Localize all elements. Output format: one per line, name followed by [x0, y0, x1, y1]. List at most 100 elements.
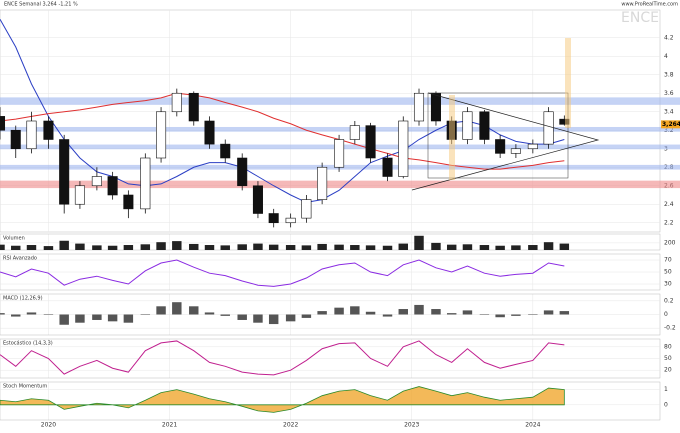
bar	[398, 243, 408, 250]
bar	[268, 244, 279, 250]
candle-body	[10, 129, 21, 150]
candle-body	[107, 176, 118, 196]
bar	[285, 245, 296, 250]
y-tick-label: 3.4	[664, 108, 674, 115]
bar	[382, 314, 393, 317]
bar	[365, 311, 376, 315]
y-tick-label: 2.4	[664, 201, 674, 208]
bar	[189, 243, 199, 250]
bar	[559, 243, 570, 250]
indicator-line	[0, 259, 565, 287]
bar	[123, 314, 134, 323]
bar	[446, 313, 457, 315]
candle-body	[220, 143, 231, 159]
panel-title: MACD (12,26,9)	[3, 296, 43, 302]
x-tick-label: 2021	[162, 422, 177, 429]
bar	[107, 314, 118, 322]
panel	[0, 381, 661, 421]
candle-body	[495, 139, 506, 154]
y-tick-label: 3.6	[664, 90, 674, 97]
panel	[0, 9, 661, 233]
bar	[317, 311, 327, 315]
bar	[220, 245, 230, 250]
candle-body	[43, 120, 54, 140]
bar	[59, 240, 69, 250]
candle-body	[0, 116, 6, 131]
bar	[26, 312, 37, 315]
candle-body	[188, 92, 199, 122]
moving-average	[0, 92, 565, 170]
candle-body	[59, 139, 70, 205]
bar	[334, 244, 344, 250]
candle-body	[430, 92, 441, 122]
bar	[543, 242, 554, 250]
candle-body	[26, 120, 37, 150]
y-tick-label: 4	[664, 53, 668, 60]
y-tick-label: 1	[664, 386, 668, 393]
x-tick-label: 2022	[283, 422, 298, 429]
y-tick-label: 0	[664, 401, 668, 408]
bar	[301, 314, 312, 318]
bar	[479, 245, 490, 250]
x-tick-label: 2020	[41, 422, 56, 429]
bar	[43, 314, 54, 315]
bar	[382, 245, 393, 250]
candle-body	[413, 92, 425, 122]
panel-title: Volumen	[3, 236, 25, 242]
bar	[350, 245, 360, 250]
candle-body	[74, 185, 85, 205]
chart-title: ENCE Semanal 3,264 -1,21 %	[4, 2, 78, 8]
candle-body	[285, 217, 296, 224]
y-tick-label: 3.8	[664, 71, 674, 78]
panel-title: Stoch Momentum	[3, 384, 47, 390]
bar	[253, 243, 263, 250]
bar	[204, 312, 215, 315]
zone	[0, 180, 680, 189]
y-tick-label: 50	[664, 355, 672, 362]
bar	[446, 244, 457, 250]
bar	[528, 245, 538, 250]
bar	[414, 235, 424, 250]
candle-body	[140, 157, 151, 210]
bar	[140, 314, 151, 315]
candle-body	[156, 111, 167, 159]
bar	[172, 241, 182, 250]
candle-body	[479, 111, 490, 140]
bar	[431, 242, 441, 250]
watermark: ENCE	[621, 10, 659, 26]
y-tick-label: 30	[664, 281, 672, 288]
bar	[0, 313, 5, 315]
x-tick-label: 2024	[525, 422, 540, 429]
candle-body	[171, 92, 182, 113]
candle-body	[237, 157, 248, 187]
bar	[75, 243, 85, 250]
zone	[0, 97, 680, 105]
bar	[317, 243, 327, 250]
bar	[431, 309, 441, 315]
bar	[204, 245, 215, 250]
bar	[350, 306, 360, 315]
panel	[0, 233, 661, 251]
indicator-area	[0, 386, 565, 413]
candle-body	[349, 125, 360, 140]
bar	[334, 307, 344, 315]
panel-title: RSI Avanzado	[3, 256, 37, 262]
bar	[92, 245, 102, 250]
y-tick-label: 70	[664, 257, 672, 264]
bar	[43, 246, 54, 250]
bar	[285, 314, 296, 322]
candle-body	[91, 176, 102, 187]
zone	[0, 126, 680, 132]
bar	[59, 314, 69, 325]
bar	[123, 245, 134, 250]
source: www.ProRealTime.com	[621, 2, 678, 8]
indicator-line	[0, 340, 565, 376]
x-tick-label: 2023	[404, 422, 419, 429]
last-price-box	[661, 120, 680, 129]
bar	[365, 245, 376, 250]
bar	[140, 244, 151, 250]
bar	[220, 314, 230, 316]
bar	[511, 245, 521, 250]
y-tick-label: 0.2	[664, 297, 674, 304]
